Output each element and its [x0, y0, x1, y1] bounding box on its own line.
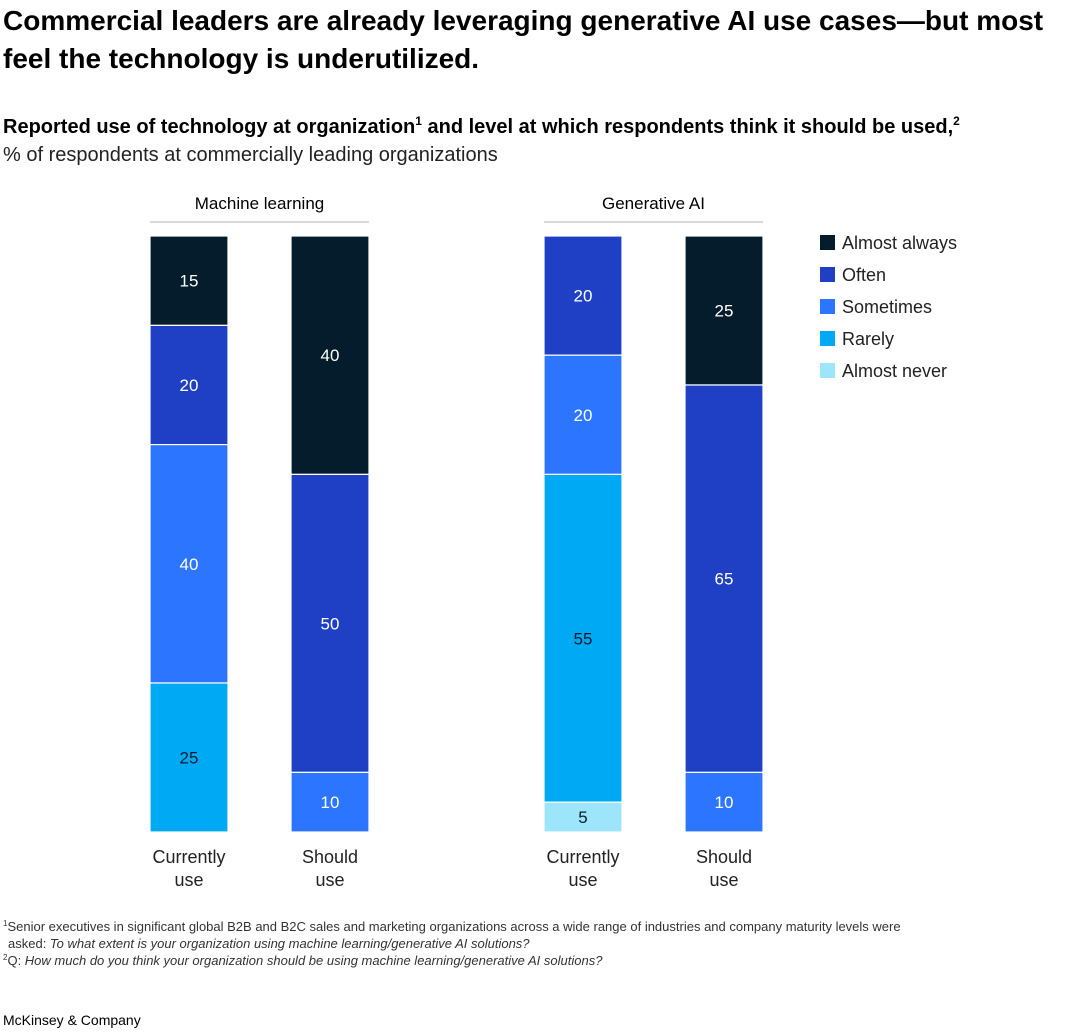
bar-segment-machine-learning-should-sometimes[interactable] — [290, 771, 370, 833]
bar-label: Currently — [152, 847, 225, 867]
legend-label-almost-always: Almost always — [842, 233, 957, 253]
legend-label-rarely: Rarely — [842, 329, 894, 349]
bar-segment-machine-learning-should-almost-always[interactable] — [290, 235, 370, 475]
data-label: 40 — [321, 346, 340, 365]
data-label: 15 — [180, 272, 199, 291]
bar-segment-generative-ai-should-sometimes[interactable] — [684, 771, 764, 833]
footnote-1-question: To what extent is your organization usin… — [49, 936, 530, 951]
bar-label: Currently — [546, 847, 619, 867]
units-label: % of respondents at commercially leading… — [3, 144, 498, 166]
legend-swatch-rarely — [820, 331, 835, 346]
bar-label: Should — [302, 847, 358, 867]
bar-segment-machine-learning-currently-often[interactable] — [149, 324, 229, 446]
bar-segment-machine-learning-currently-sometimes[interactable] — [149, 444, 229, 684]
subtitle-mid: and level at which respondents think it … — [421, 116, 954, 138]
data-label: 25 — [715, 302, 734, 321]
legend-swatch-often — [820, 267, 835, 282]
bar-segment-generative-ai-currently-almost-never[interactable] — [543, 801, 623, 833]
bar-segment-machine-learning-should-often[interactable] — [290, 473, 370, 773]
data-label: 5 — [578, 808, 587, 827]
group-title-generative-ai: Generative AI — [602, 194, 705, 213]
data-label: 55 — [574, 629, 593, 648]
legend-label-almost-never: Almost never — [842, 361, 947, 381]
stacked-bar-chart: Machine learning 15 20 40 25 Currently use 40 50… — [149, 194, 957, 890]
legend-swatch-almost-never — [820, 363, 835, 378]
bar-label: use — [315, 870, 344, 890]
bar-label: use — [174, 870, 203, 890]
footnote-1-marker: 1 — [3, 919, 8, 928]
legend-label-often: Often — [842, 265, 886, 285]
data-label: 10 — [321, 793, 340, 812]
bar-label: Should — [696, 847, 752, 867]
data-label: 40 — [180, 555, 199, 574]
footnote-1-prefix: asked: — [8, 936, 50, 951]
legend-swatch-almost-always — [820, 235, 835, 250]
group-title-machine-learning: Machine learning — [195, 194, 324, 213]
data-label: 20 — [180, 376, 199, 395]
data-label: 65 — [715, 570, 734, 589]
legend-swatch-sometimes — [820, 299, 835, 314]
chart-title: Commercial leaders are already leveragin… — [3, 5, 1044, 74]
data-label: 20 — [574, 406, 593, 425]
footnote-1-text: Senior executives in significant global … — [7, 919, 901, 934]
bar-segment-generative-ai-currently-often[interactable] — [543, 235, 623, 356]
footnote-2-prefix: Q: — [7, 953, 25, 968]
data-label: 10 — [715, 793, 734, 812]
footnote-1: 1Senior executives in significant global… — [3, 918, 1063, 952]
subtitle-main: Reported use of technology at organizati… — [3, 116, 416, 138]
source-credit: McKinsey & Company — [3, 1012, 141, 1028]
chart-subtitle: Reported use of technology at organizati… — [3, 114, 960, 140]
footnote-2-marker: 2 — [3, 953, 8, 962]
footnote-2-question: How much do you think your organization … — [24, 953, 603, 968]
bar-label: use — [709, 870, 738, 890]
subtitle-footnote-ref-1[interactable]: 1 — [415, 114, 422, 128]
bar-label: use — [568, 870, 597, 890]
data-label: 25 — [180, 749, 199, 768]
legend-label-sometimes: Sometimes — [842, 297, 932, 317]
footnote-2: 2Q: How much do you think your organizat… — [3, 952, 1063, 969]
bar-segment-generative-ai-should-almost-always[interactable] — [684, 235, 764, 386]
bar-segment-generative-ai-currently-sometimes[interactable] — [543, 354, 623, 476]
bar-segment-machine-learning-currently-almost-always[interactable] — [149, 235, 229, 327]
bar-segment-generative-ai-should-often[interactable] — [684, 384, 764, 773]
data-label: 50 — [321, 614, 340, 633]
bar-segment-generative-ai-currently-rarely[interactable] — [543, 473, 623, 803]
data-label: 20 — [574, 287, 593, 306]
bar-segment-machine-learning-currently-rarely[interactable] — [149, 682, 229, 833]
subtitle-footnote-ref-2[interactable]: 2 — [953, 114, 960, 128]
